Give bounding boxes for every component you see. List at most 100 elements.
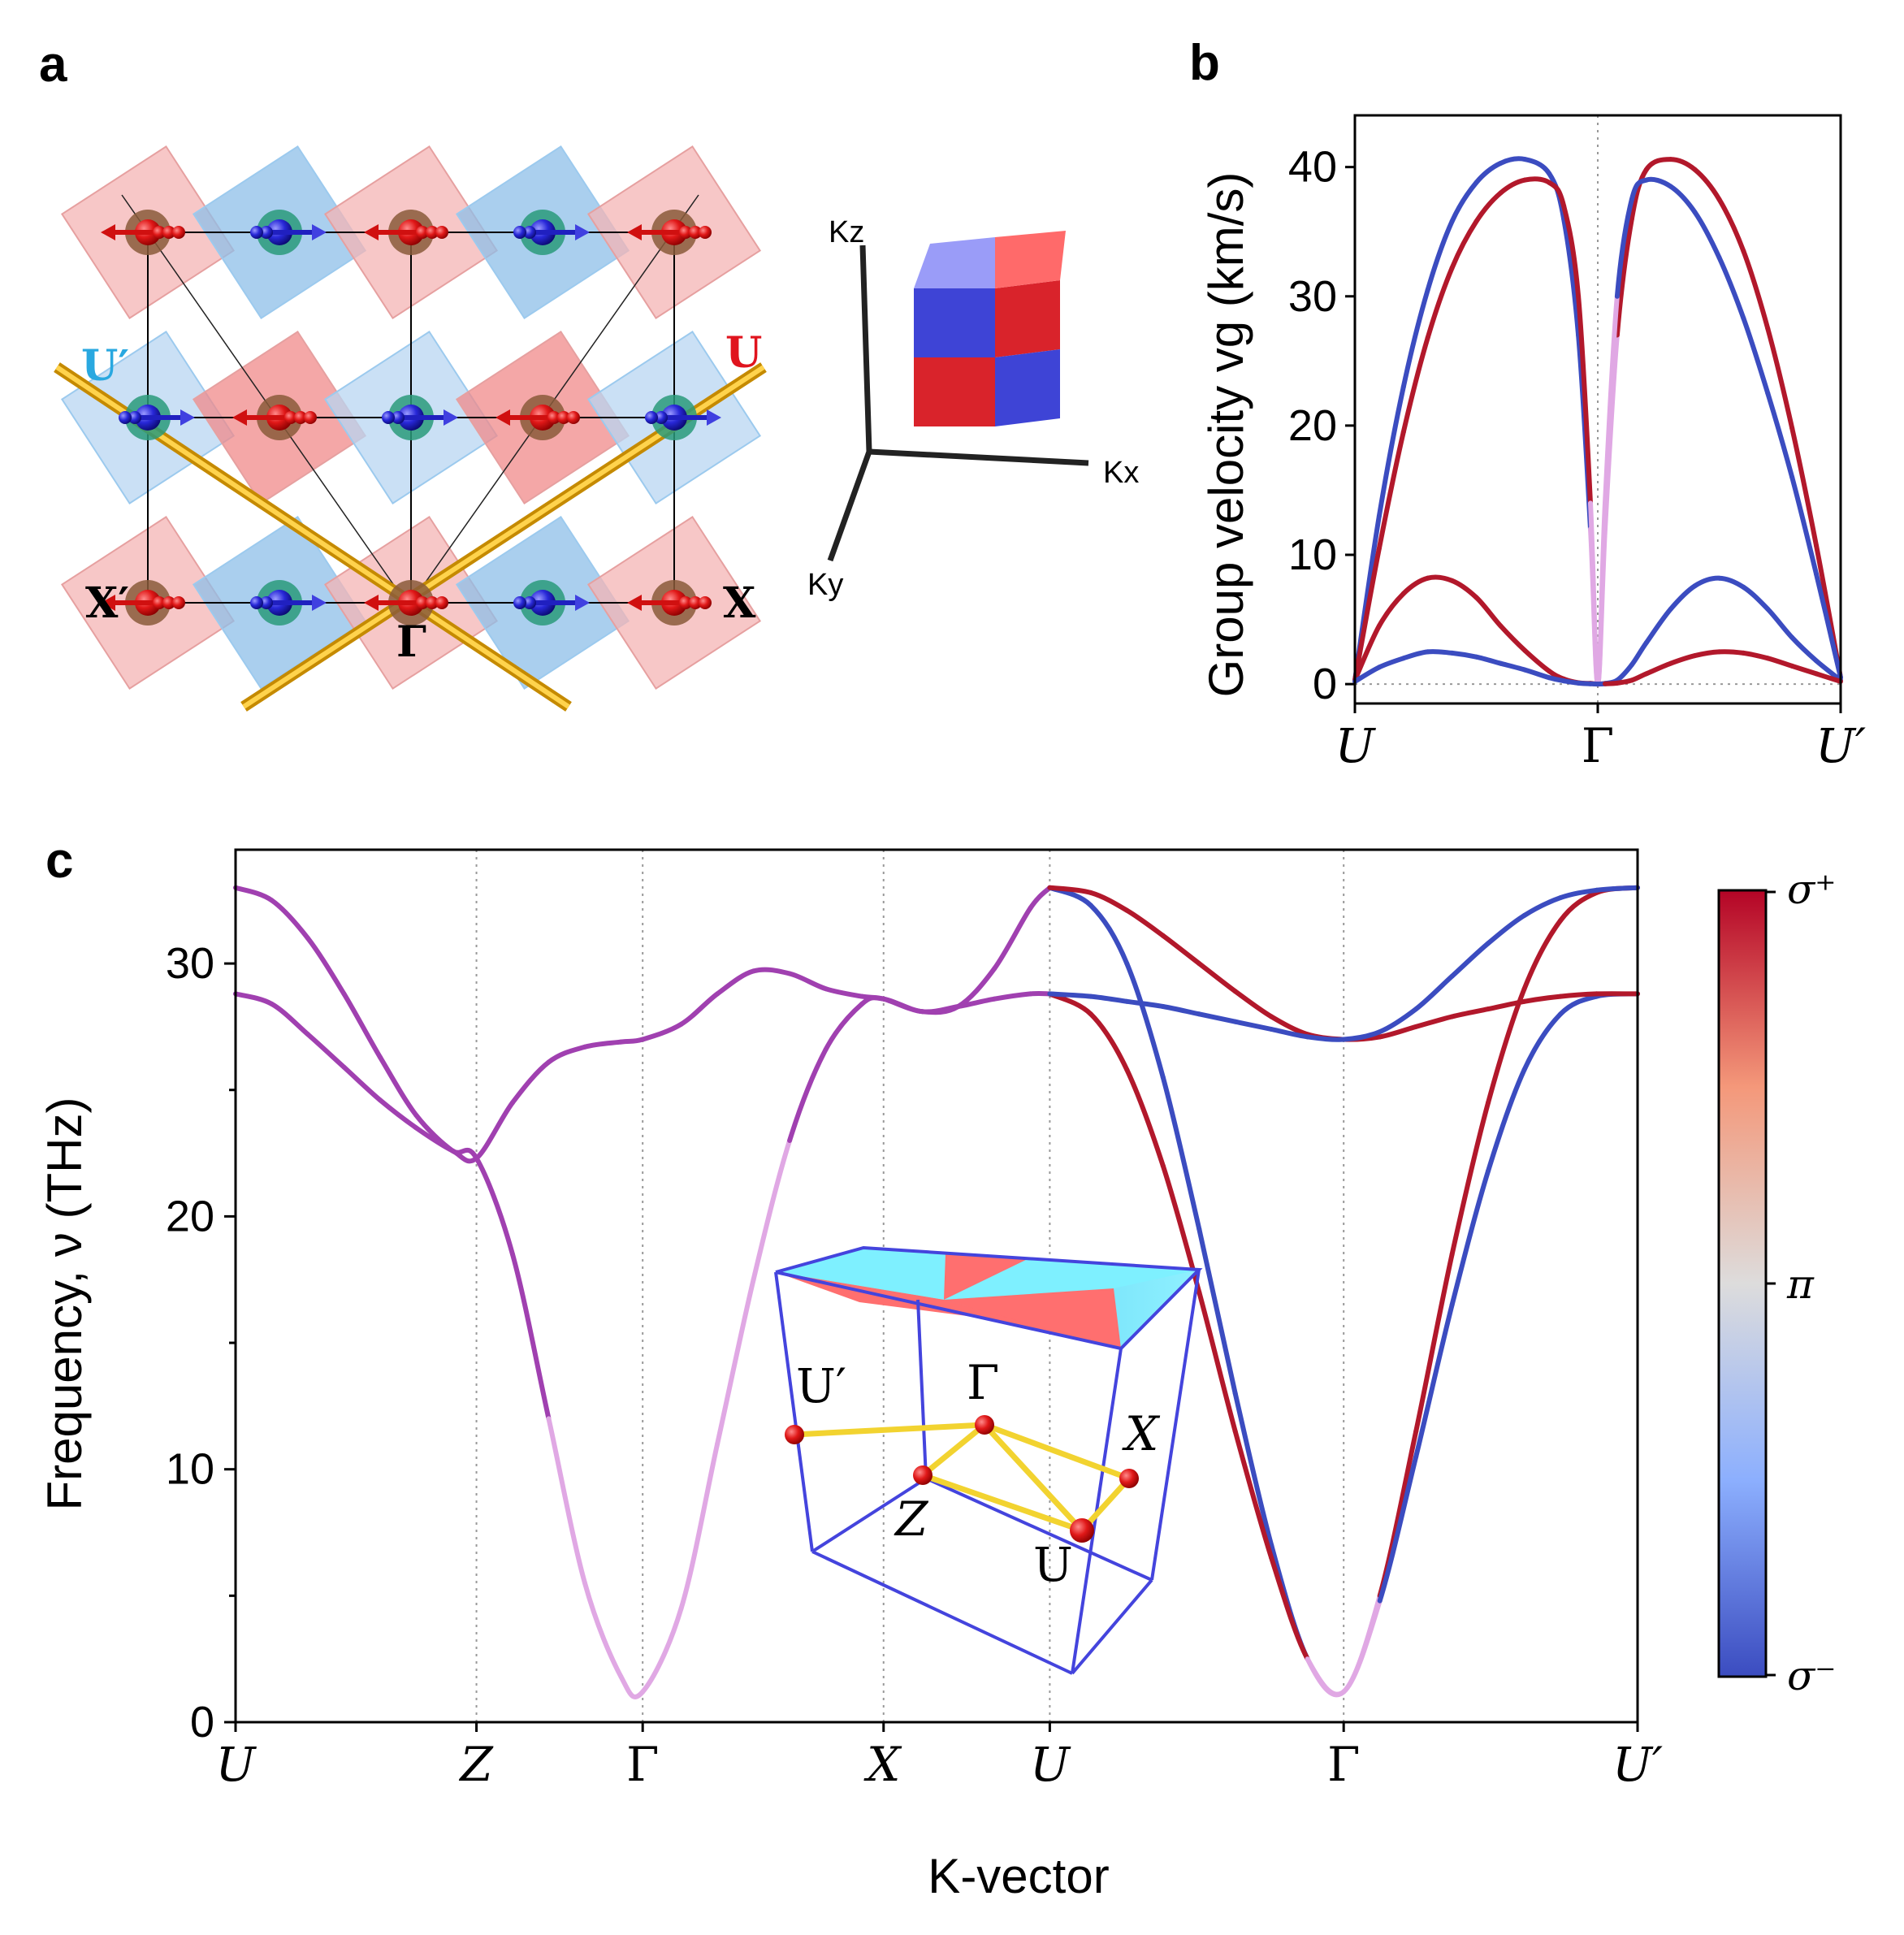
x-point (1119, 1469, 1139, 1488)
y-tick-label: 10 (1288, 530, 1337, 579)
panel-b: b 0 10 20 30 40 U Γ U′ Group velocity vg (km/s) (1189, 35, 1866, 773)
chart-c-series-4 (1196, 961, 1238, 994)
chart-c-series-5 (1305, 1034, 1347, 1042)
lattice-illustration: U′ U X′ X Γ (54, 145, 767, 712)
chart-b-series-1 (1716, 255, 1746, 321)
chart-c-series-0 (618, 1674, 646, 1699)
chart-c-series-5 (1196, 1011, 1238, 1024)
chart-c-series-3 (1558, 993, 1599, 1017)
kz-label: Kz (829, 215, 864, 249)
panel-c-letter: c (45, 833, 73, 889)
y-tick-label: 0 (1313, 660, 1337, 708)
spin-arrow-head (627, 595, 642, 611)
chart-c-series-2 (1341, 1593, 1383, 1695)
chart-b-series-0 (1614, 216, 1634, 338)
spin-ring (250, 226, 263, 239)
chart-b-series-2 (1449, 578, 1479, 600)
chart-c-series-3 (1413, 1302, 1455, 1460)
chart-c-series-3 (1305, 1656, 1347, 1697)
chart-b-series-1 (1595, 500, 1608, 687)
chart-b-series-1 (1473, 190, 1504, 224)
chart-c-series-3 (1521, 1011, 1564, 1072)
spin-ring (304, 411, 317, 424)
chart-c-series-1 (920, 1004, 961, 1015)
chart-c-series-1 (751, 967, 793, 976)
y-tick-label: 20 (166, 1192, 214, 1240)
x-tick-label: Z (458, 1737, 494, 1792)
chart-c-series-1 (640, 1021, 684, 1042)
chart-c-series-0 (678, 1441, 720, 1611)
chart-b-series-0 (1643, 157, 1673, 172)
spin-ring (699, 596, 712, 609)
spin-arrow-head (707, 409, 721, 426)
chart-c-series-3 (1124, 1067, 1166, 1169)
chart-c-series-4 (1124, 907, 1166, 938)
spin-ring (645, 411, 658, 424)
chart-c-series-5 (1124, 998, 1166, 1009)
chart-c-series-1 (305, 1032, 347, 1070)
panel-a-letter: a (39, 37, 67, 93)
spin-ring (426, 596, 439, 609)
chart-c-series-0 (582, 1580, 624, 1679)
chart-c-series-0 (546, 1416, 587, 1586)
chart-c-series-0 (640, 1605, 684, 1695)
chart-c-series-5 (1377, 1006, 1419, 1035)
chart-b-series-2 (1400, 575, 1430, 596)
spin-ring (435, 226, 448, 239)
chart-b-series-3 (1716, 649, 1746, 656)
chart-b-series-2 (1352, 623, 1382, 683)
chart-c-series-4 (1047, 885, 1093, 895)
chart-c-xlabel: K-vector (928, 1849, 1109, 1903)
y-tick-label: 10 (166, 1445, 214, 1494)
chart-b-series-2 (1522, 647, 1552, 674)
chart-c-series-1 (881, 996, 925, 1015)
chart-b-series-0 (1425, 219, 1455, 292)
spin-ring (699, 226, 712, 239)
chart-b-series-1 (1814, 571, 1843, 681)
chart-c-series-0 (823, 1001, 865, 1052)
spin-ring (382, 411, 395, 424)
chart-c-series-0 (510, 1252, 552, 1422)
chart-c-series-0 (1028, 885, 1053, 911)
chart-c-series-1 (377, 1097, 419, 1131)
chart-b-series-1 (1449, 219, 1479, 271)
chart-c-series-4 (1558, 991, 1599, 999)
chart-c-series-0 (992, 905, 1033, 972)
chart-b-series-0 (1400, 287, 1430, 390)
chart-c-series-1 (582, 1039, 624, 1050)
chart-b-series-3 (1449, 650, 1479, 660)
chart-b-series-0 (1449, 180, 1479, 224)
u-prime-point (785, 1425, 804, 1444)
chart-c-series-5 (1160, 1004, 1202, 1017)
chart-c-series-5 (1486, 912, 1527, 946)
colorbar-label-pi: π (1786, 1261, 1815, 1308)
chart-c-series-3 (1160, 1163, 1202, 1295)
chart-c-series-1 (269, 1001, 310, 1037)
inset-label-z: Z (894, 1491, 929, 1547)
chart-c-series-3 (1486, 1067, 1527, 1174)
chart-c-series-5 (1088, 993, 1130, 1004)
label-x-prime: X′ (85, 578, 129, 628)
chart-c-series-0 (751, 1138, 793, 1283)
spin-arrow-head (444, 409, 458, 426)
x-tick-label: U′ (1815, 718, 1866, 773)
chart-b-series-3 (1425, 649, 1455, 656)
chart-c-series-0 (474, 1155, 515, 1258)
chart-c-series-1 (823, 986, 865, 999)
chart-c-series-4 (1269, 1014, 1310, 1037)
chart-b-series-0 (1789, 426, 1820, 548)
chart-b-series-0 (1498, 156, 1528, 166)
spin-ring (172, 226, 185, 239)
chart-b-series-0 (1692, 167, 1722, 202)
spin-ring (172, 596, 185, 609)
chart-c-series-0 (233, 885, 275, 903)
spin-ring (260, 226, 273, 239)
spin-ring (416, 226, 429, 239)
chart-c-series-3 (1196, 1289, 1238, 1434)
chart-c-series-3 (1341, 1598, 1383, 1695)
chart-c-series-2 (1558, 890, 1599, 924)
chart-c-series-5 (1594, 885, 1640, 893)
chart-c-series-1 (413, 1125, 455, 1154)
chart-c-frame (234, 848, 1639, 1724)
chart-b-series-1 (1668, 184, 1698, 215)
